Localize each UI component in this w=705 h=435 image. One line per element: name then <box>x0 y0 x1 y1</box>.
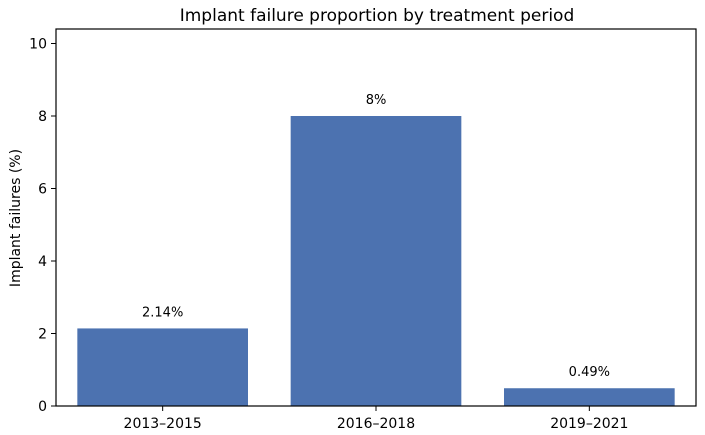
y-tick-label: 4 <box>38 254 47 270</box>
bar <box>290 116 462 406</box>
y-tick-label: 2 <box>38 327 47 343</box>
data-label: 0.49% <box>569 365 610 380</box>
x-axis: 2013–2015 2016–2018 2019–2021 <box>124 406 628 432</box>
bar <box>504 388 675 406</box>
y-tick-label: 10 <box>29 37 47 53</box>
bars-group <box>77 116 675 406</box>
data-labels-group: 2.14% 8% 0.49% <box>142 93 610 380</box>
chart-title: Implant failure proportion by treatment … <box>180 6 575 26</box>
plot-frame <box>55 28 697 407</box>
data-label: 2.14% <box>142 305 183 320</box>
y-tick-label: 6 <box>38 182 47 198</box>
x-tick-label: 2019–2021 <box>550 416 628 432</box>
data-label: 8% <box>366 93 387 108</box>
y-axis-label: Implant failures (%) <box>8 149 24 287</box>
bar <box>77 328 248 406</box>
x-tick-label: 2016–2018 <box>337 416 415 432</box>
y-axis: 0 2 4 6 8 10 <box>29 37 56 415</box>
y-tick-label: 0 <box>38 399 47 415</box>
y-tick-label: 8 <box>38 109 47 125</box>
x-tick-label: 2013–2015 <box>124 416 202 432</box>
